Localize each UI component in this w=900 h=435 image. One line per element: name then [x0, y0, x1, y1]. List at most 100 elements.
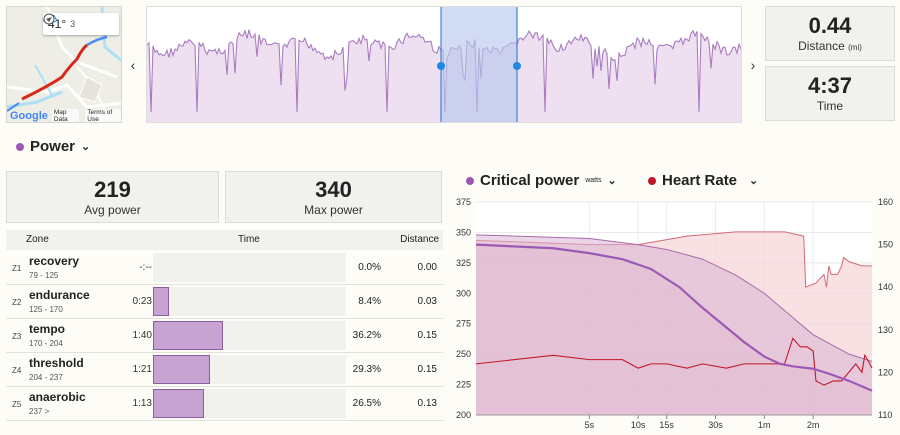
critical-power-dot	[466, 176, 474, 185]
zone-range: 79 - 125	[29, 271, 59, 280]
time-label: Time	[816, 99, 844, 113]
y-left-tick: 375	[456, 197, 471, 207]
x-tick: 15s	[659, 420, 674, 430]
critical-power-chart[interactable]: 375 350 325 300 275 250 225 200 160 150 140 130 120 1…	[448, 195, 900, 435]
zone-bar-track	[153, 321, 346, 350]
zone-row[interactable]: Z3 tempo 170 - 204 1:40 36.2% 0.15	[6, 319, 443, 353]
zone-bar	[153, 355, 210, 384]
heart-rate-line	[475, 337, 873, 386]
cp-area	[476, 244, 872, 415]
distance-value: 0.44	[808, 13, 852, 38]
zone-range: 125 - 170	[29, 305, 63, 314]
x-tick: 30s	[708, 420, 723, 430]
hr-shadow-line	[475, 231, 872, 288]
x-tick: 1m	[758, 420, 771, 430]
zone-id: Z2	[12, 298, 22, 307]
y-left-tick: 350	[456, 227, 471, 237]
zone-range: 237 >	[29, 407, 50, 416]
x-tick: 2m	[807, 420, 820, 430]
y-left-tick: 225	[456, 380, 471, 390]
zone-percent: 8.4%	[358, 296, 381, 307]
critical-power-title: Critical power	[480, 172, 580, 189]
zone-time: -:--	[139, 262, 152, 273]
y-right-tick: 160	[878, 197, 893, 207]
distance-label-text: Distance	[798, 39, 845, 53]
power-dot	[16, 142, 24, 151]
zone-bar-track	[153, 355, 346, 384]
selection-handle-right[interactable]	[513, 62, 521, 70]
zone-name: endurance	[29, 288, 90, 302]
y-right-tick: 130	[878, 325, 893, 335]
zone-time: 1:40	[132, 330, 152, 341]
next-arrow-icon[interactable]: ›	[750, 57, 756, 73]
zone-row[interactable]: Z1 recovery 79 - 125 -:-- 0.0% 0.00	[6, 251, 443, 285]
critical-power-unit: watts	[585, 177, 602, 184]
zone-bar	[153, 389, 205, 418]
zone-percent: 29.3%	[352, 364, 381, 375]
zone-bar	[153, 321, 223, 350]
zone-row[interactable]: Z5 anaerobic 237 > 1:13 26.5% 0.13	[6, 387, 443, 421]
zone-name: threshold	[29, 356, 84, 370]
wind-icon	[43, 13, 55, 25]
overview-area	[147, 29, 741, 122]
route-map[interactable]: 41° 3 Google Map Data Terms of Use	[6, 6, 122, 123]
zone-percent: 26.5%	[352, 398, 381, 409]
zone-range: 170 - 204	[29, 339, 63, 348]
zone-time: 1:13	[132, 398, 152, 409]
y-right-tick: 150	[878, 240, 893, 250]
activity-overview[interactable]	[146, 6, 742, 123]
zone-distance: 0.15	[417, 330, 437, 341]
map-footer: Google Map Data Terms of Use	[7, 109, 121, 122]
x-tick: 5s	[585, 420, 595, 430]
zone-name: tempo	[29, 322, 65, 336]
heart-rate-dropdown[interactable]: Heart Rate ⌄	[648, 172, 758, 189]
chevron-down-icon: ⌄	[749, 175, 759, 187]
distance-label: Distance (mi)	[766, 39, 894, 53]
avg-power-label: Avg power	[84, 203, 141, 217]
time-value: 4:37	[807, 73, 853, 98]
zone-distance: 0.03	[417, 296, 437, 307]
cp-shadow-line	[475, 234, 873, 362]
prev-arrow-icon[interactable]: ‹	[130, 57, 136, 73]
zone-bar-track	[153, 389, 346, 418]
zone-row[interactable]: Z2 endurance 125 - 170 0:23 8.4% 0.03	[6, 285, 443, 319]
y-left-tick: 275	[456, 319, 471, 329]
wind-count: 3	[70, 19, 76, 29]
zone-id: Z5	[12, 400, 22, 409]
critical-power-dropdown[interactable]: Critical power watts ⌄	[466, 172, 617, 189]
weather-badge: 41° 3	[43, 13, 119, 35]
chevron-down-icon: ⌄	[607, 175, 617, 187]
zone-time: 0:23	[132, 296, 152, 307]
zone-distance: 0.00	[417, 262, 437, 273]
zone-row[interactable]: Z4 threshold 204 - 237 1:21 29.3% 0.15	[6, 353, 443, 387]
y-left-tick: 200	[456, 410, 471, 420]
zone-bar	[153, 287, 170, 316]
selection-handle-left[interactable]	[437, 62, 445, 70]
distance-unit: (mi)	[848, 43, 862, 52]
zone-header: Zone	[26, 234, 49, 245]
zone-id: Z1	[12, 264, 22, 273]
zone-percent: 36.2%	[352, 330, 381, 341]
map-data-link[interactable]: Map Data	[51, 109, 80, 122]
zone-distance: 0.13	[417, 398, 437, 409]
zone-id: Z4	[12, 366, 22, 375]
time-header: Time	[238, 234, 260, 245]
y-left-tick: 250	[456, 349, 471, 359]
power-dropdown[interactable]: Power ⌄	[16, 138, 90, 155]
zone-range: 204 - 237	[29, 373, 63, 382]
zone-distance: 0.15	[417, 364, 437, 375]
zone-name: recovery	[29, 254, 80, 268]
zone-time: 1:21	[132, 364, 152, 375]
power-title: Power	[30, 138, 76, 155]
terms-link[interactable]: Terms of Use	[85, 109, 121, 122]
overview-chart[interactable]	[146, 7, 742, 122]
zone-table-header: Zone Time Distance	[6, 230, 443, 250]
avg-power-box: 219 Avg power	[6, 171, 219, 223]
zone-name: anaerobic	[29, 390, 86, 404]
google-logo: Google	[10, 110, 48, 122]
heart-rate-title: Heart Rate	[662, 172, 738, 189]
max-power-value: 340	[315, 177, 352, 202]
selection-range[interactable]	[441, 7, 517, 122]
y-left-tick: 300	[456, 288, 471, 298]
zone-percent: 0.0%	[358, 262, 381, 273]
